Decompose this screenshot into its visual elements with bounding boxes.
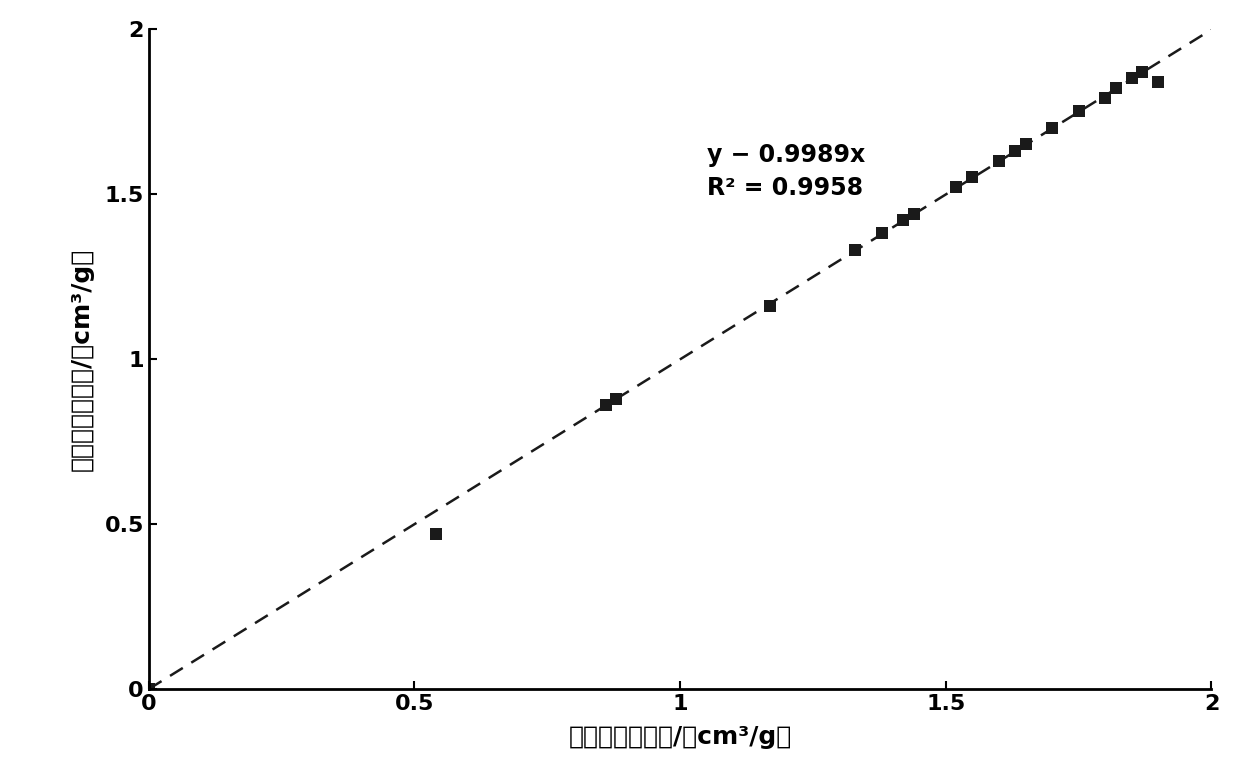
Point <box>1004 145 1024 157</box>
Point <box>139 683 159 695</box>
X-axis label: 实测过剩吸附量/（cm³/g）: 实测过剩吸附量/（cm³/g） <box>568 725 792 749</box>
Text: R² = 0.9958: R² = 0.9958 <box>707 176 863 200</box>
Point <box>1069 105 1089 117</box>
Point <box>760 300 780 312</box>
Point <box>596 399 616 411</box>
Point <box>1132 66 1152 78</box>
Point <box>990 154 1009 167</box>
Point <box>1095 92 1115 104</box>
Point <box>962 171 982 184</box>
Point <box>846 244 866 256</box>
Y-axis label: 预测过剩吸附量/（cm³/g）: 预测过剩吸附量/（cm³/g） <box>69 247 93 471</box>
Point <box>872 227 892 240</box>
Point <box>1106 82 1126 95</box>
Point <box>1016 138 1035 150</box>
Text: y − 0.9989x: y − 0.9989x <box>707 143 866 168</box>
Point <box>893 214 913 226</box>
Point <box>1122 72 1142 85</box>
Point <box>1042 121 1061 134</box>
Point <box>946 181 966 193</box>
Point <box>1148 75 1168 88</box>
Point <box>606 392 626 405</box>
Point <box>425 528 445 540</box>
Point <box>904 207 924 220</box>
